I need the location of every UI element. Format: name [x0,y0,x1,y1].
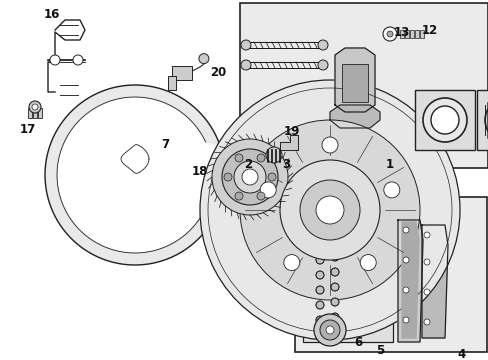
Circle shape [315,241,324,249]
Circle shape [240,120,419,300]
Circle shape [330,313,338,321]
Bar [419,30,423,38]
Text: 13: 13 [393,26,409,39]
Text: 17: 17 [20,123,36,136]
Bar [294,197,486,352]
Circle shape [321,137,337,153]
Bar [172,66,192,80]
Circle shape [423,319,429,325]
Circle shape [283,255,299,271]
Bar [38,108,42,118]
Circle shape [315,301,324,309]
Circle shape [280,160,379,260]
Circle shape [430,106,458,134]
Polygon shape [280,135,297,150]
Bar [33,108,37,118]
Polygon shape [401,222,418,338]
Bar [404,30,408,38]
Circle shape [234,161,265,193]
Circle shape [330,253,338,261]
Circle shape [315,256,324,264]
Circle shape [299,180,359,240]
Bar [399,30,403,38]
Circle shape [484,98,488,142]
Circle shape [241,40,250,50]
Bar [28,108,32,118]
Circle shape [73,55,83,65]
Circle shape [315,316,324,324]
Polygon shape [334,48,374,112]
Circle shape [402,227,408,233]
Polygon shape [329,105,379,128]
Text: 7: 7 [161,139,169,152]
Polygon shape [45,85,219,265]
Text: 6: 6 [353,336,362,348]
Circle shape [315,286,324,294]
Circle shape [265,147,282,163]
Text: 16: 16 [44,9,60,22]
Circle shape [330,283,338,291]
Circle shape [330,298,338,306]
Circle shape [315,271,324,279]
Circle shape [222,149,278,205]
Circle shape [423,259,429,265]
Bar [414,30,418,38]
Circle shape [29,101,41,113]
Circle shape [50,55,60,65]
Circle shape [330,268,338,276]
Bar [476,90,488,150]
Text: 1: 1 [385,158,393,171]
Circle shape [330,238,338,246]
Text: 12: 12 [421,23,437,36]
Circle shape [422,98,466,142]
Text: 20: 20 [209,67,225,80]
Circle shape [267,173,275,181]
Circle shape [235,192,243,200]
Bar [414,90,474,150]
Circle shape [386,31,392,37]
Circle shape [235,154,243,162]
Circle shape [257,192,264,200]
Circle shape [402,317,408,323]
Circle shape [313,314,346,346]
Circle shape [224,173,231,181]
Text: 18: 18 [191,166,208,179]
Circle shape [317,60,327,70]
Circle shape [319,320,339,340]
Circle shape [325,326,333,334]
Bar [303,227,392,342]
Circle shape [257,154,264,162]
Circle shape [200,80,459,340]
Polygon shape [121,145,149,174]
Bar [168,76,176,90]
Circle shape [317,40,327,50]
Circle shape [383,182,399,198]
Circle shape [241,60,250,70]
Circle shape [360,255,375,271]
Circle shape [212,139,287,215]
Polygon shape [421,225,447,338]
Polygon shape [397,220,422,342]
Text: 3: 3 [282,158,289,171]
Text: 2: 2 [244,158,251,171]
Text: 5: 5 [375,343,384,356]
Circle shape [382,27,396,41]
Circle shape [402,287,408,293]
Circle shape [423,289,429,295]
Circle shape [260,182,276,198]
Circle shape [402,257,408,263]
Circle shape [423,232,429,238]
Circle shape [32,104,38,110]
Bar [409,30,413,38]
Bar [341,64,367,102]
Text: 19: 19 [283,126,300,139]
Circle shape [242,169,258,185]
Bar [240,3,487,168]
Text: 4: 4 [457,348,465,360]
Circle shape [199,54,208,64]
Circle shape [315,196,343,224]
